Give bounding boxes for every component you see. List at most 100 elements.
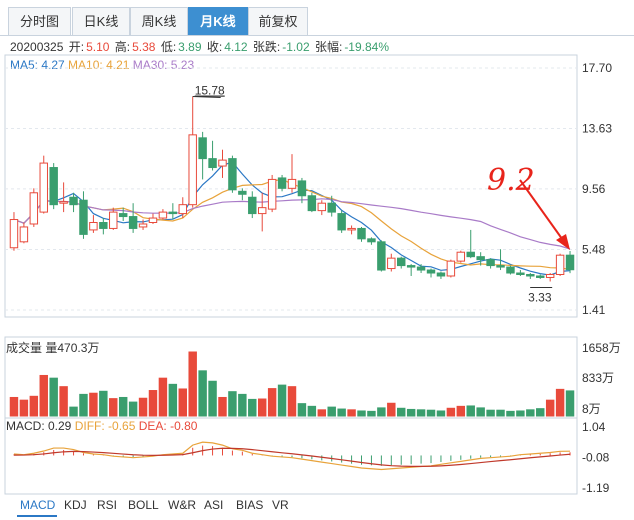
- candle: [287, 154, 297, 193]
- info-high-label: 高:: [114, 40, 131, 54]
- candle: [476, 252, 485, 266]
- volume-bar: [377, 407, 386, 417]
- indicator-tab-rsi[interactable]: RSI: [97, 498, 118, 512]
- volume-bar: [367, 410, 376, 417]
- candle-body: [9, 219, 19, 249]
- candle-body: [238, 190, 247, 195]
- candle-body: [506, 266, 515, 274]
- candle: [238, 188, 247, 201]
- candle-body: [228, 158, 237, 191]
- info-open: 5.10: [86, 40, 110, 54]
- candle: [456, 250, 466, 263]
- candle: [555, 253, 565, 276]
- candle-body: [99, 221, 108, 229]
- info-close-label: 收:: [206, 40, 223, 54]
- info-low-label: 低:: [160, 40, 177, 54]
- active-indicator-underline: [17, 515, 57, 517]
- candle-body: [545, 273, 555, 278]
- candle-body: [436, 272, 446, 277]
- volume-bar: [29, 395, 39, 417]
- macd-axis-label: -0.08: [582, 451, 610, 465]
- indicator-tab-vr[interactable]: VR: [272, 498, 289, 512]
- volume-bar: [118, 396, 128, 417]
- candle-body: [29, 192, 39, 225]
- volume-bar: [168, 383, 178, 417]
- volume-bar: [397, 407, 406, 417]
- info-pct-label: 张幅:: [314, 40, 343, 54]
- candle: [397, 256, 406, 269]
- candle: [347, 225, 356, 235]
- candle: [307, 192, 317, 213]
- max-price-label: 15.78: [195, 84, 225, 98]
- candle: [19, 222, 29, 244]
- volume-bar: [188, 351, 197, 417]
- candle: [118, 207, 128, 222]
- info-low: 3.89: [178, 40, 202, 54]
- candle-body: [118, 213, 128, 218]
- volume-bar: [486, 409, 495, 417]
- candle-body: [248, 196, 257, 215]
- indicator-tab-wr[interactable]: W&R: [168, 498, 196, 512]
- candle: [565, 251, 575, 274]
- volume-bar: [347, 409, 356, 417]
- indicator-tab-macd[interactable]: MACD: [20, 498, 56, 512]
- min-price-label: 3.33: [528, 290, 552, 304]
- red-arrow-line: [519, 179, 566, 244]
- candle: [29, 188, 39, 227]
- indicator-tab-bias[interactable]: BIAS: [236, 498, 264, 512]
- candle: [277, 174, 287, 192]
- candle-body: [555, 254, 565, 275]
- candle: [406, 264, 416, 276]
- volume-bar: [496, 409, 505, 417]
- candle-body: [357, 227, 366, 240]
- indicator-tab-kdj[interactable]: KDJ: [64, 498, 87, 512]
- indicator-tabs: MACD KDJ RSI BOLL W&R ASI BIAS VR: [0, 495, 634, 517]
- volume-value: 量470.3万: [45, 341, 100, 355]
- info-high: 5.38: [132, 40, 156, 54]
- candle: [178, 197, 187, 219]
- candle-body: [565, 254, 575, 271]
- candle-body: [307, 195, 317, 212]
- info-change-label: 张跌:: [252, 40, 281, 54]
- indicator-tab-boll[interactable]: BOLL: [128, 498, 159, 512]
- candle: [39, 155, 48, 214]
- candle: [168, 203, 178, 220]
- volume-axis-label: 833万: [582, 371, 614, 385]
- candle-body: [456, 251, 466, 262]
- volume-bar: [19, 399, 29, 417]
- volume-title: 成交量: [6, 341, 43, 355]
- info-change: -1.02: [282, 40, 310, 54]
- tab-2[interactable]: 周K线: [130, 7, 188, 35]
- tab-3[interactable]: 月K线: [188, 7, 248, 35]
- volume-bar: [248, 398, 257, 417]
- tab-1[interactable]: 日K线: [72, 7, 130, 35]
- diff-line: [13, 441, 571, 471]
- candle: [138, 219, 148, 230]
- candle-body: [267, 178, 277, 210]
- candle-body: [466, 251, 475, 258]
- info-open-label: 开:: [68, 40, 85, 54]
- indicator-tab-asi[interactable]: ASI: [204, 498, 224, 512]
- price-axis-label: 9.56: [582, 182, 606, 196]
- info-date: 20200325: [10, 40, 64, 54]
- volume-bar: [109, 398, 118, 417]
- candle: [248, 191, 257, 219]
- candle-body: [516, 272, 525, 275]
- macd-legend: MACD: 0.29 DIFF: -0.65 DEA: -0.80: [6, 419, 197, 433]
- tab-4[interactable]: 前复权: [248, 7, 308, 35]
- volume-bar: [257, 398, 267, 417]
- volume-bar: [466, 405, 475, 417]
- ma30-line: [13, 198, 571, 250]
- price-axis-label: 13.63: [582, 121, 612, 135]
- volume-bar: [307, 405, 317, 417]
- volume-bar: [218, 396, 227, 417]
- macd-value: MACD: 0.29: [6, 419, 72, 433]
- candle-body: [148, 217, 158, 223]
- tab-0[interactable]: 分时图: [8, 7, 71, 35]
- candle-body: [39, 162, 48, 213]
- macd-panel-frame: [4, 417, 578, 495]
- macd-axis-label: -1.19: [582, 481, 610, 495]
- candle: [486, 258, 495, 269]
- volume-bar: [208, 380, 217, 417]
